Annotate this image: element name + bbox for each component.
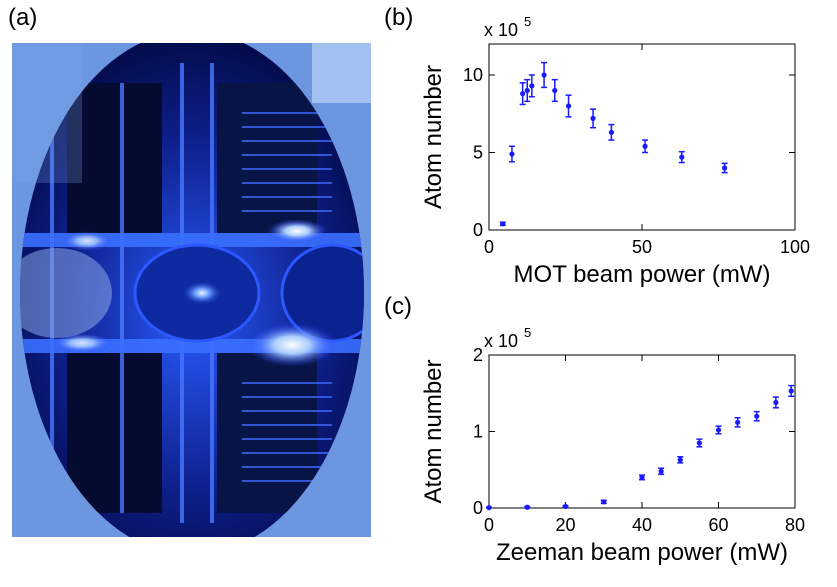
x-axis-label: MOT beam power (mW) <box>514 261 771 288</box>
mot-chamber-photo <box>12 43 371 537</box>
x-tick-label: 100 <box>780 237 810 257</box>
data-point <box>524 87 530 94</box>
multiplier-base: x 10 <box>484 20 518 40</box>
panel-label-c: (c) <box>384 293 412 320</box>
y-tick-label: 2 <box>473 345 483 365</box>
y-axis-label: Atom number <box>420 65 447 209</box>
data-point <box>520 91 526 97</box>
data-point <box>509 151 515 157</box>
data-point <box>524 504 530 510</box>
x-tick-label: 0 <box>484 515 494 535</box>
data-point <box>722 165 728 171</box>
panel-label-b: (b) <box>384 4 414 31</box>
data-point <box>500 221 506 227</box>
data-point <box>679 154 685 160</box>
x-tick-label: 40 <box>632 515 652 535</box>
x-tick-label: 80 <box>785 515 805 535</box>
data-point <box>590 115 596 121</box>
x-axis-label: Zeeman beam power (mW) <box>496 539 788 566</box>
plot-frame <box>488 43 796 231</box>
data-point <box>788 388 794 394</box>
data-point <box>562 503 569 510</box>
x-tick-label: 50 <box>632 237 652 257</box>
multiplier-exponent: 5 <box>524 325 531 340</box>
data-point <box>677 457 683 463</box>
x-tick-label: 0 <box>484 237 494 257</box>
data-point <box>696 440 702 446</box>
y-tick-label: 10 <box>463 65 483 85</box>
data-point <box>541 72 547 78</box>
data-point <box>735 419 741 425</box>
panel-label-a: (a) <box>8 4 38 31</box>
y-tick-label: 1 <box>473 422 483 442</box>
y-tick-label: 0 <box>473 220 483 240</box>
data-point <box>601 499 607 505</box>
data-point <box>565 103 572 109</box>
data-point <box>608 129 615 135</box>
data-point <box>639 474 645 480</box>
plot-b: 0 50 100 0 5 10 MOT beam power (mW) Atom number… <box>420 14 810 288</box>
data-point <box>773 399 779 406</box>
multiplier-exponent: 5 <box>524 14 531 29</box>
data-point <box>715 427 722 433</box>
multiplier-base: x 10 <box>484 331 518 351</box>
x-tick-label: 60 <box>708 515 728 535</box>
data-point <box>658 468 664 474</box>
y-axis-label: Atom number <box>420 359 447 503</box>
plot-c: 0 20 40 60 80 0 1 2 Zeeman beam power (mW) Atom n… <box>420 325 805 566</box>
data-point <box>552 87 558 94</box>
data-point <box>486 505 492 511</box>
y-tick-label: 5 <box>473 143 483 163</box>
data-point <box>642 143 648 149</box>
data-point <box>754 413 760 419</box>
plot-frame <box>488 354 796 509</box>
y-tick-label: 0 <box>473 498 483 518</box>
x-tick-label: 20 <box>555 515 575 535</box>
data-point <box>529 83 535 89</box>
